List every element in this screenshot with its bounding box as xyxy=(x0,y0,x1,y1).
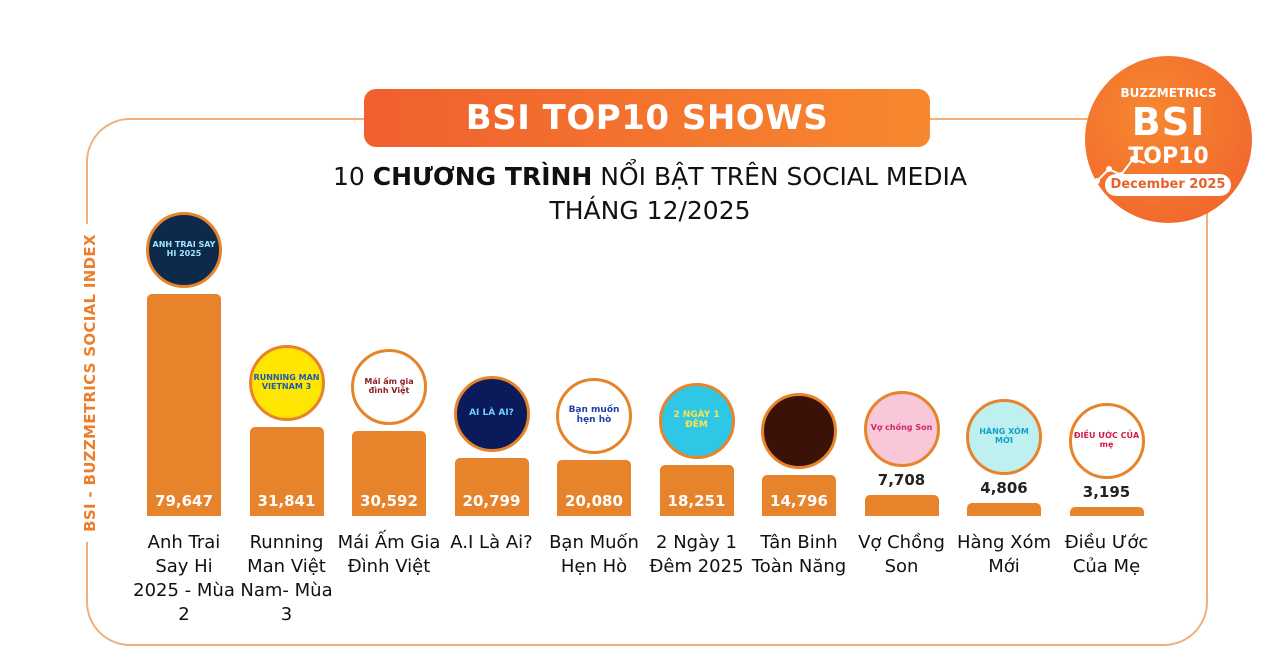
bar xyxy=(454,458,529,516)
category-label: A.I Là Ai? xyxy=(450,532,533,553)
subtitle-prefix: 10 xyxy=(332,162,373,191)
category-label: Bạn Muốn Hẹn Hò xyxy=(549,532,639,577)
subtitle-line2: THÁNG 12/2025 xyxy=(549,196,751,225)
show-logo-icon xyxy=(761,392,837,469)
show-logo-icon: ANH TRAI SAY HI 2025 xyxy=(146,212,222,288)
category-label: Hàng Xóm Mới xyxy=(957,532,1051,577)
bar xyxy=(352,430,426,516)
bar-value-label: 4,806 xyxy=(980,478,1028,497)
bar xyxy=(1069,507,1144,516)
bar-value-label: 31,841 xyxy=(257,492,316,510)
bar xyxy=(659,465,734,516)
subtitle-suffix: NỔI BẬT TRÊN SOCIAL MEDIA xyxy=(592,162,967,191)
show-logo-icon: HÀNG XÓM MỚI xyxy=(966,398,1042,475)
category-label: Mái Ấm Gia Đình Việt xyxy=(337,532,441,577)
bar xyxy=(967,502,1041,516)
bar-value-label: 3,195 xyxy=(1082,483,1131,502)
bar-value-label: 7,708 xyxy=(877,470,926,489)
show-logo-icon: ĐIỀU ƯỚC CỦA mẹ xyxy=(1068,403,1145,480)
bar-value-label: 14,796 xyxy=(770,492,828,510)
bsi-top10-badge: BUZZMETRICS BSI TOP10 December 2025 xyxy=(1085,56,1252,223)
show-logo-icon: AI LÀ AI? xyxy=(453,376,530,453)
bar-value-label: 30,592 xyxy=(360,492,418,510)
bar-value-label: 20,799 xyxy=(462,492,521,510)
bar xyxy=(557,460,631,516)
bar xyxy=(249,427,324,516)
badge-subtitle: TOP10 xyxy=(1128,144,1209,169)
bar-value-label: 18,251 xyxy=(667,492,726,510)
bar xyxy=(147,294,221,516)
bar xyxy=(762,474,836,516)
badge-title: BSI xyxy=(1131,100,1206,144)
category-label: 2 Ngày 1 Đêm 2025 xyxy=(649,532,744,577)
show-logo-icon: RUNNING MAN VIETNAM 3 xyxy=(248,345,325,422)
badge-brand: BUZZMETRICS xyxy=(1120,86,1217,100)
category-label: Điều Ước Của Mẹ xyxy=(1064,532,1149,577)
bar-value-label: 20,080 xyxy=(565,492,623,510)
banner-title: BSI TOP10 SHOWS xyxy=(364,89,930,147)
category-label: Running Man Việt Nam- Mùa 3 xyxy=(240,532,333,625)
category-label: Anh Trai Say Hi 2025 - Mùa 2 xyxy=(133,532,235,625)
show-logo-icon: 2 NGÀY 1 ĐÊM xyxy=(658,383,735,460)
subtitle: 10 CHƯƠNG TRÌNH NỔI BẬT TRÊN SOCIAL MEDI… xyxy=(300,160,1000,228)
show-logo-icon: Vợ chồng Son xyxy=(863,390,940,467)
bar xyxy=(864,494,939,516)
category-label: Vợ Chồng Son xyxy=(858,532,945,577)
badge-month: December 2025 xyxy=(1105,174,1231,196)
bar-value-label: 79,647 xyxy=(155,492,213,510)
subtitle-bold: CHƯƠNG TRÌNH xyxy=(372,162,593,191)
show-logo-icon: Bạn muốn hẹn hò xyxy=(556,378,632,455)
category-label: Tân Binh Toàn Năng xyxy=(751,532,847,577)
show-logo-icon: Mái ấm gia đình Việt xyxy=(351,348,427,425)
